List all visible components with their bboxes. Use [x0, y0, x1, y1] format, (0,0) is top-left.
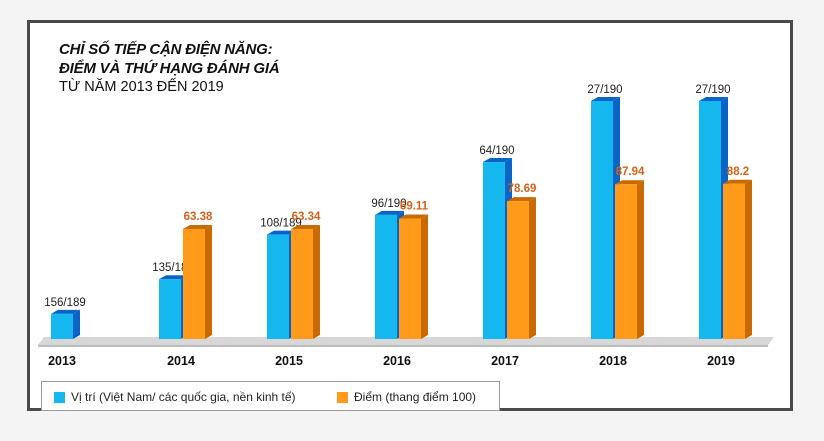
score-bar-2016-top — [399, 214, 428, 219]
score-bar-2018-top — [615, 180, 644, 185]
legend-label-rank: Vị trí (Việt Nam/ các quốc gia, nền kinh… — [71, 390, 296, 404]
score-bar-2015 — [291, 229, 313, 339]
rank-bar-2014 — [159, 279, 181, 339]
rank-bar-2019 — [699, 101, 721, 339]
score-label-2019: 88.2 — [727, 166, 749, 178]
score-bar-2015-side — [313, 225, 320, 339]
x-tick-2014: 2014 — [167, 354, 195, 368]
rank-label-2017: 64/190 — [479, 145, 514, 157]
rank-bar-2019-top — [699, 97, 728, 101]
rank-bar-2017 — [483, 162, 505, 339]
rank-bar-2018 — [591, 101, 613, 339]
legend-item-rank: Vị trí (Việt Nam/ các quốc gia, nền kinh… — [54, 390, 296, 404]
rank-bar-2016-top — [375, 210, 404, 215]
legend-swatch-rank — [54, 391, 65, 403]
x-tick-2019: 2019 — [707, 354, 735, 368]
score-bar-2014-side — [205, 224, 212, 339]
score-bar-2018 — [615, 184, 637, 339]
score-bar-2018-side — [637, 180, 644, 339]
rank-bar-2015 — [267, 234, 289, 339]
score-bar-2017-side — [529, 197, 536, 339]
legend-label-score: Điểm (thang điểm 100) — [354, 390, 477, 404]
rank-label-2018: 27/190 — [587, 84, 622, 96]
score-bar-2019-side — [745, 179, 752, 339]
rank-bar-2014-top — [159, 275, 188, 280]
score-bar-2017 — [507, 201, 529, 339]
score-bar-2016-side — [421, 214, 428, 339]
rank-bar-2018-top — [591, 97, 620, 101]
score-bar-2019-top — [723, 179, 752, 184]
rank-label-2016: 96/190 — [371, 198, 406, 210]
x-tick-2017: 2017 — [491, 354, 519, 368]
score-bar-2016 — [399, 218, 421, 339]
score-label-2018: 87.94 — [616, 166, 645, 178]
x-tick-2018: 2018 — [599, 354, 627, 368]
chart-subtitle: TỪ NĂM 2013 ĐẾN 2019 — [59, 79, 224, 95]
chart-floor-edge — [38, 345, 768, 347]
score-bar-2019 — [723, 183, 745, 339]
score-bar-2015-top — [291, 225, 320, 230]
legend-swatch-score — [337, 391, 348, 403]
score-label-2017: 78.69 — [508, 183, 537, 195]
bar-chart: 156/1892013135/18963.382014108/18963.342… — [38, 84, 774, 368]
rank-bar-2017-top — [483, 158, 512, 163]
chart-title: CHỈ SỐ TIẾP CẬN ĐIỆN NĂNG: — [59, 41, 273, 58]
score-label-2015: 63.34 — [292, 211, 321, 223]
rank-label-2019: 27/190 — [695, 84, 730, 96]
legend-item-score: Điểm (thang điểm 100) — [337, 390, 476, 404]
score-bar-2017-top — [507, 197, 536, 202]
title-block: CHỈ SỐ TIẾP CẬN ĐIỆN NĂNG: ĐIỂM VÀ THỨ H… — [59, 40, 280, 97]
chart-frame: CHỈ SỐ TIẾP CẬN ĐIỆN NĂNG: ĐIỂM VÀ THỨ H… — [27, 20, 793, 411]
rank-bar-2016 — [375, 214, 397, 339]
x-tick-2015: 2015 — [275, 354, 303, 368]
score-label-2014: 63.38 — [184, 211, 213, 223]
x-tick-2013: 2013 — [48, 354, 76, 368]
chart-title-line2: ĐIỂM VÀ THỨ HẠNG ĐÁNH GIÁ — [59, 60, 280, 77]
score-bar-2014 — [183, 228, 205, 339]
rank-bar-2015-top — [267, 230, 296, 235]
x-tick-2016: 2016 — [383, 354, 411, 368]
chart-floor — [38, 337, 774, 345]
rank-bar-2013-top — [51, 309, 80, 314]
rank-bar-2013-side — [73, 309, 80, 339]
rank-bar-2013 — [51, 313, 73, 339]
legend: Vị trí (Việt Nam/ các quốc gia, nền kinh… — [41, 381, 500, 411]
rank-label-2015: 108/189 — [260, 218, 302, 230]
score-bar-2014-top — [183, 224, 212, 229]
rank-label-2013: 156/189 — [44, 297, 86, 309]
score-label-2016: 69.11 — [400, 201, 429, 213]
